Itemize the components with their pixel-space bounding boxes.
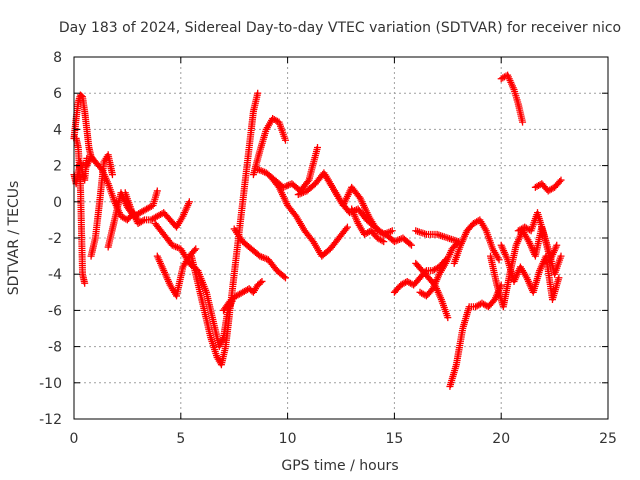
data-point <box>378 237 386 245</box>
data-point <box>407 241 415 249</box>
series-s5 <box>87 151 116 260</box>
data-point <box>81 279 89 287</box>
x-axis-label: GPS time / hours <box>281 458 398 474</box>
y-tick-label: -12 <box>39 412 62 428</box>
series-s12 <box>230 225 289 282</box>
data-point <box>380 238 388 246</box>
data-point <box>314 144 322 151</box>
data-point <box>258 277 266 285</box>
series-s10 <box>187 89 262 369</box>
chart-title: Day 183 of 2024, Sidereal Day-to-day VTE… <box>59 20 621 36</box>
data-point <box>185 198 193 206</box>
data-point <box>254 89 262 97</box>
y-tick-label: -6 <box>48 303 62 319</box>
series-s23 <box>446 281 505 390</box>
data-points <box>70 71 565 390</box>
x-tick-label: 5 <box>176 431 185 447</box>
data-point <box>444 314 452 322</box>
y-tick-label: -8 <box>48 340 62 356</box>
series-s11 <box>220 277 266 314</box>
series-s9 <box>153 245 200 300</box>
data-point <box>555 274 563 282</box>
gridlines <box>74 57 608 419</box>
data-point <box>557 252 565 260</box>
series-s3 <box>72 134 89 287</box>
data-point <box>495 256 503 264</box>
series-s8 <box>151 220 236 351</box>
y-tick-label: -2 <box>48 231 62 247</box>
x-tick-label: 15 <box>385 431 403 447</box>
data-point <box>553 241 561 249</box>
data-point <box>406 240 414 248</box>
data-point <box>257 279 265 287</box>
data-point <box>108 171 116 179</box>
y-tick-label: 8 <box>53 50 62 66</box>
data-point <box>192 245 200 253</box>
y-tick-label: 2 <box>53 159 62 175</box>
data-point <box>343 223 351 231</box>
data-point <box>388 227 396 235</box>
series-s17 <box>322 172 415 249</box>
data-point <box>190 246 198 254</box>
series-s27 <box>514 209 561 264</box>
y-axis-label: SDTVAR / TECUs <box>6 181 22 296</box>
y-tick-label: -4 <box>48 267 62 283</box>
x-tick-label: 0 <box>70 431 79 447</box>
y-tick-label: -10 <box>39 376 62 392</box>
data-point <box>342 225 350 233</box>
x-tick-label: 10 <box>279 431 297 447</box>
axis-ticks: 0 5 10 15 20 25 -12 -10 -8 -6 -4 -2 0 2 4 6 8 <box>39 50 617 447</box>
data-point <box>280 273 288 281</box>
series-s24 <box>450 216 503 267</box>
y-tick-label: 4 <box>53 122 62 138</box>
series-s18 <box>348 205 388 246</box>
series-s26 <box>497 241 563 304</box>
series-s6 <box>104 187 161 251</box>
data-point <box>304 178 312 186</box>
series-s15 <box>267 172 351 260</box>
data-point <box>557 176 565 184</box>
data-point <box>519 118 527 126</box>
y-tick-label: 6 <box>53 86 62 102</box>
data-point <box>153 187 161 195</box>
y-tick-label: 0 <box>53 195 62 211</box>
data-point <box>281 136 289 144</box>
series-s28 <box>531 176 565 195</box>
data-point <box>281 274 289 282</box>
x-tick-label: 25 <box>599 431 617 447</box>
x-tick-label: 20 <box>492 431 510 447</box>
data-point <box>139 217 147 225</box>
data-point <box>556 178 564 186</box>
series-s7 <box>121 189 193 231</box>
series-s29 <box>497 71 527 126</box>
